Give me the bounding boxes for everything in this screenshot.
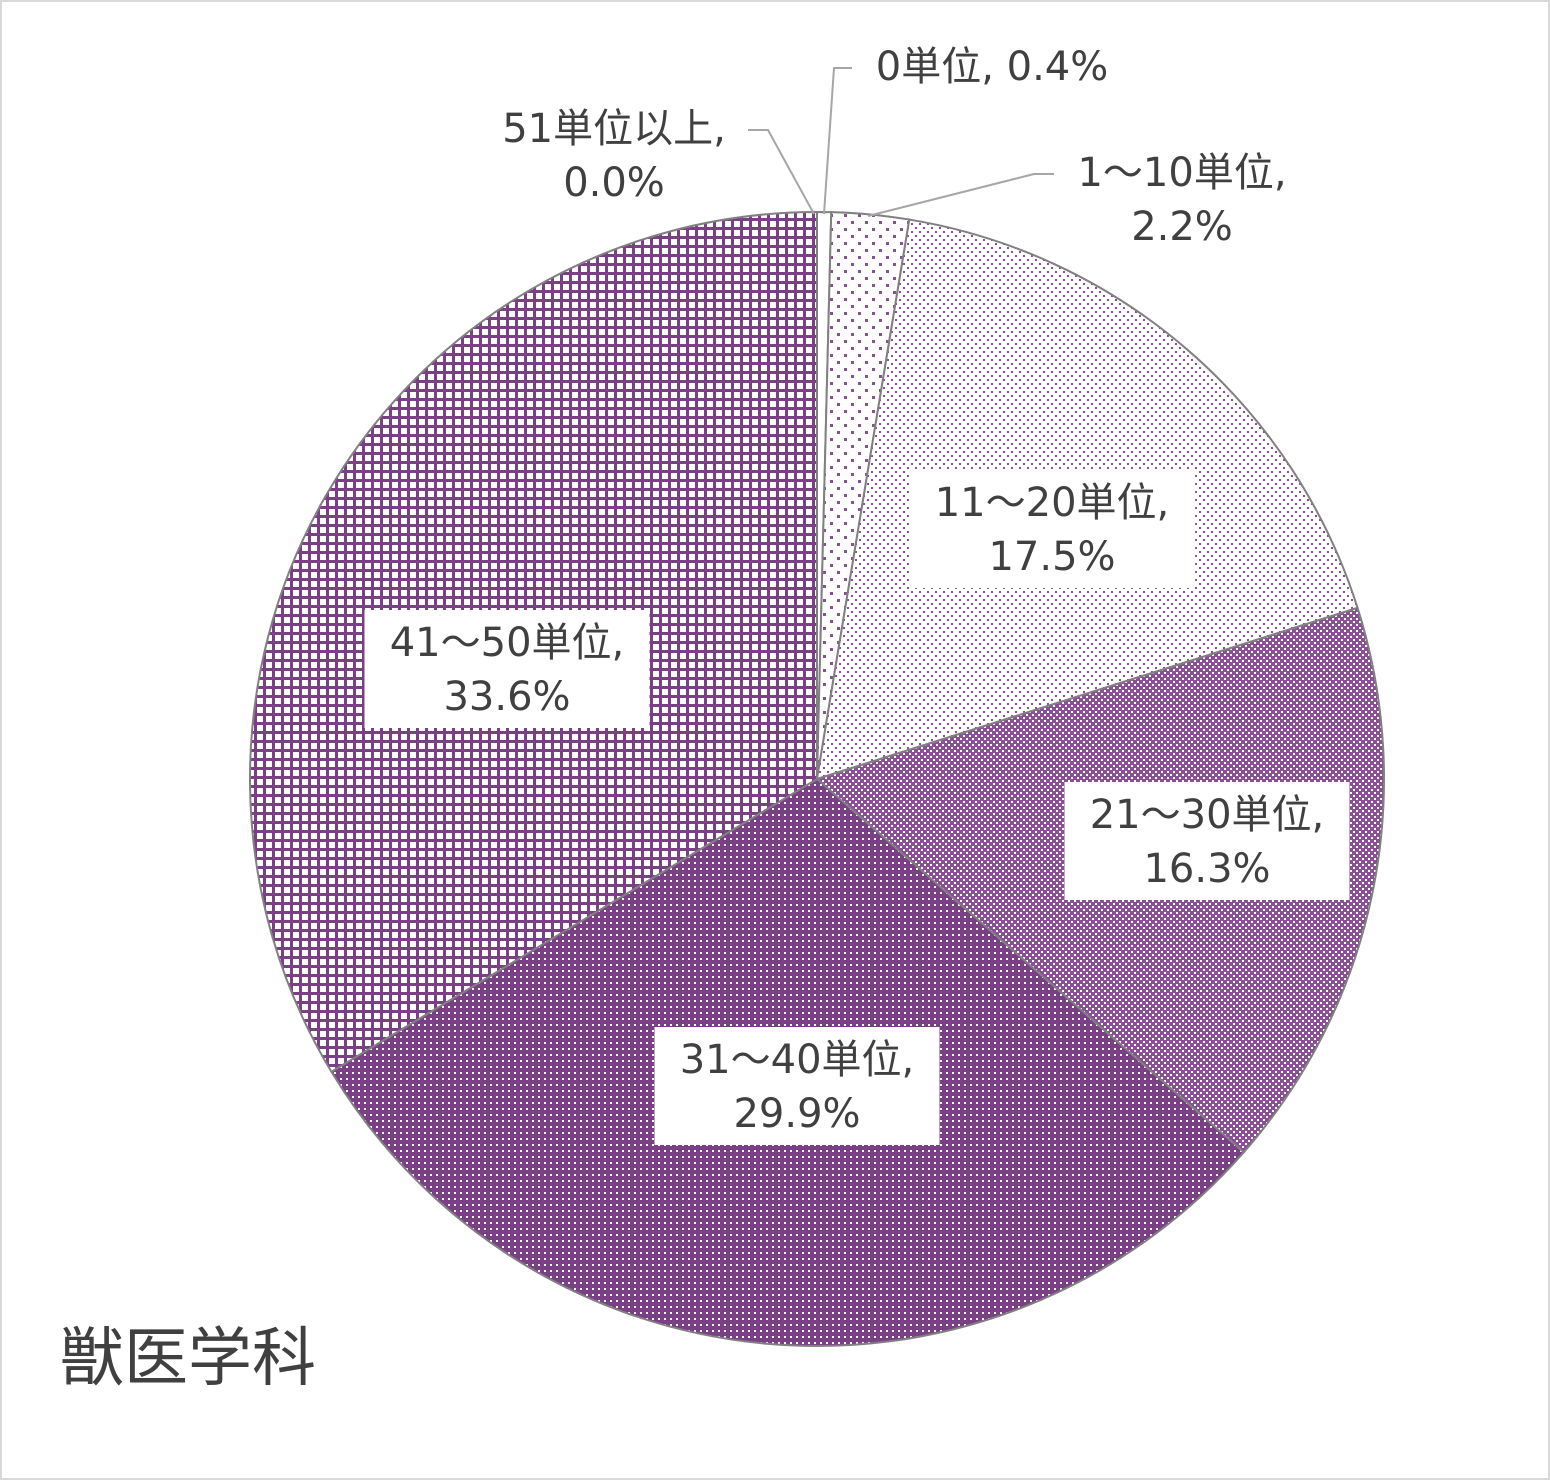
data-label-value: 33.6% bbox=[443, 674, 570, 720]
data-label-category: 11～20単位, bbox=[935, 480, 1170, 526]
data-label-background bbox=[654, 1027, 940, 1145]
pie-slices bbox=[249, 210, 1386, 1347]
data-label-background bbox=[909, 470, 1195, 588]
department-label: 獣医学科 bbox=[60, 1322, 316, 1396]
leader-line bbox=[823, 67, 852, 215]
data-labels: 0単位, 0.4% 1～10単位, 2.2% 11～20単位, 17.5% 21～30単位… bbox=[364, 44, 1350, 1145]
data-label-category: 31～40単位, bbox=[680, 1037, 915, 1083]
data-label-background bbox=[1064, 782, 1350, 900]
data-label-value: 29.9% bbox=[733, 1091, 860, 1137]
data-label: 0単位, 0.4% bbox=[876, 44, 1109, 90]
leader-line bbox=[748, 129, 815, 215]
leader-line bbox=[867, 173, 1054, 217]
data-label-category: 21～30単位, bbox=[1090, 792, 1325, 838]
leader-lines bbox=[748, 67, 1054, 217]
data-label-category: 1～10単位, bbox=[1077, 150, 1286, 196]
data-label-value: 0.0% bbox=[563, 160, 665, 206]
data-label-category: 41～50単位, bbox=[390, 620, 625, 666]
data-label-category: 51単位以上, bbox=[502, 106, 726, 152]
data-label-value: 17.5% bbox=[988, 534, 1115, 580]
data-label-background bbox=[364, 610, 650, 728]
data-label-value: 2.2% bbox=[1131, 204, 1233, 250]
data-label-value: 16.3% bbox=[1143, 846, 1270, 892]
